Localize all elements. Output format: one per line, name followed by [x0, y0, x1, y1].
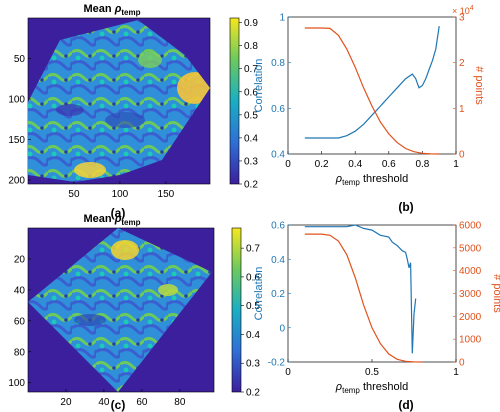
y-tick-label: 0.4 [271, 255, 285, 266]
map-y-tick-label: 40 [14, 285, 26, 296]
x-axis-label: ρtemp threshold [335, 381, 408, 395]
map-y-tick-label: 150 [8, 135, 25, 146]
map-a-axes: 50 100 150 50 100 150 200 [8, 54, 174, 200]
x-tick-label: 0 [285, 367, 291, 378]
series-correlation-line [304, 224, 417, 354]
colorbar-tick-label: 0.4 [246, 330, 260, 341]
y2-tick-label: 1000 [459, 335, 482, 346]
map-y-tick-label: 80 [14, 347, 26, 358]
y2-tick-label: 5000 [459, 243, 482, 254]
y-tick-label: 0.4 [271, 150, 285, 161]
y-tick-label: 0.2 [271, 289, 285, 300]
x-tick-label: 1 [453, 159, 459, 170]
x-tick-label: 0.5 [365, 367, 379, 378]
y-axis-label: Correlation [253, 267, 265, 321]
y2-tick-label: 3 [459, 13, 465, 24]
y-tick-label: 0 [279, 323, 285, 334]
colorbar-tick-label: 0.4 [244, 133, 258, 144]
colorbar-tick-label: 0.5 [244, 110, 258, 121]
colorbar-tick-label: 0.8 [244, 41, 258, 52]
map-y-tick-label: 100 [8, 378, 25, 389]
panel-b-label: (b) [398, 200, 413, 214]
colorbar-a-ticks: 0.9 0.8 0.7 0.6 0.5 0.4 0.3 0.2 [239, 18, 258, 191]
map-c-axes: 20 40 60 80 20 40 60 80 100 [8, 254, 186, 408]
panel-d-chart: 0 0.5 1-0.200.20.40.6010002000300040005000… [253, 221, 500, 396]
y2-tick-label: 0 [459, 358, 465, 369]
map-y-tick-label: 20 [14, 254, 26, 265]
map-x-tick-label: 60 [136, 397, 148, 408]
map-y-tick-label: 50 [14, 54, 26, 65]
series-points-line [304, 27, 440, 155]
panel-c-title: Mean ρtemp [84, 213, 141, 227]
map-x-tick-label: 40 [98, 397, 110, 408]
colorbar-tick-label: 0.3 [246, 359, 260, 370]
panel-c: Mean ρtemp 0.70.60.50.40.30.2 20 40 60 8020… [8, 213, 260, 412]
colorbar-tick-label: 0.2 [244, 180, 258, 191]
x-axis-label: ρtemp threshold [335, 173, 408, 187]
y-tick-label: 0.8 [271, 58, 285, 69]
colorbar-tick-label: 0.9 [244, 18, 258, 29]
series-correlation-line [304, 26, 440, 139]
y-tick-label: 0.6 [271, 221, 285, 232]
x-tick-label: 1 [453, 367, 459, 378]
y2-tick-label: 6000 [459, 221, 482, 232]
colorbar-a [229, 17, 240, 185]
y-tick-label: 0.6 [271, 104, 285, 115]
colorbar-tick-label: 0.5 [246, 301, 260, 312]
y2-axis-label: # points [473, 66, 485, 105]
y2-exponent: × 104 [452, 5, 474, 16]
x-tick-label: 0.6 [382, 159, 396, 170]
y2-tick-label: 1 [459, 104, 465, 115]
x-tick-label: 0.4 [348, 159, 362, 170]
y-tick-label: -0.2 [268, 358, 286, 369]
map-x-tick-label: 80 [174, 397, 186, 408]
y-tick-label: 1 [279, 13, 285, 24]
panel-a-title: Mean ρtemp [84, 3, 141, 17]
map-y-tick-label: 60 [14, 316, 26, 327]
y2-tick-label: 0 [459, 150, 465, 161]
panel-a: Mean ρtemp 0.9 0.8 0.7 0.6 0.5 0.4 0.3 0.2 50 10… [8, 3, 258, 220]
y2-tick-label: 2000 [459, 312, 482, 323]
y2-tick-label: 2 [459, 58, 465, 69]
colorbar-c [231, 227, 242, 393]
y-axis-label: Correlation [253, 59, 265, 113]
y2-tick-label: 3000 [459, 289, 482, 300]
y2-axis-label: # points [491, 274, 500, 313]
x-tick-label: 0.2 [315, 159, 329, 170]
x-tick-label: 0.8 [415, 159, 429, 170]
panel-c-label: (c) [111, 398, 126, 412]
colorbar-tick-label: 0.6 [244, 87, 258, 98]
x-tick-label: 0 [285, 159, 291, 170]
colorbar-tick-label: 0.6 [246, 272, 260, 283]
colorbar-c-ticks: 0.7 0.6 0.5 0.4 0.3 0.2 [241, 244, 260, 399]
map-x-tick-label: 100 [112, 189, 129, 200]
series-points-line [304, 233, 423, 363]
panel-a-label: (a) [111, 206, 126, 220]
colorbar-tick-label: 0.7 [244, 64, 258, 75]
map-x-tick-label: 50 [68, 189, 80, 200]
plot-area [287, 16, 457, 155]
colorbar-tick-label: 0.3 [244, 156, 258, 167]
colorbar-tick-label: 0.7 [246, 244, 260, 255]
panel-d-label: (d) [398, 398, 413, 412]
map-y-tick-label: 200 [8, 175, 25, 186]
map-x-tick-label: 20 [60, 397, 72, 408]
map-y-tick-label: 100 [8, 94, 25, 105]
plot-area [287, 224, 457, 363]
map-x-tick-label: 150 [158, 189, 175, 200]
y2-tick-label: 4000 [459, 266, 482, 277]
colorbar-tick-label: 0.2 [246, 388, 260, 399]
